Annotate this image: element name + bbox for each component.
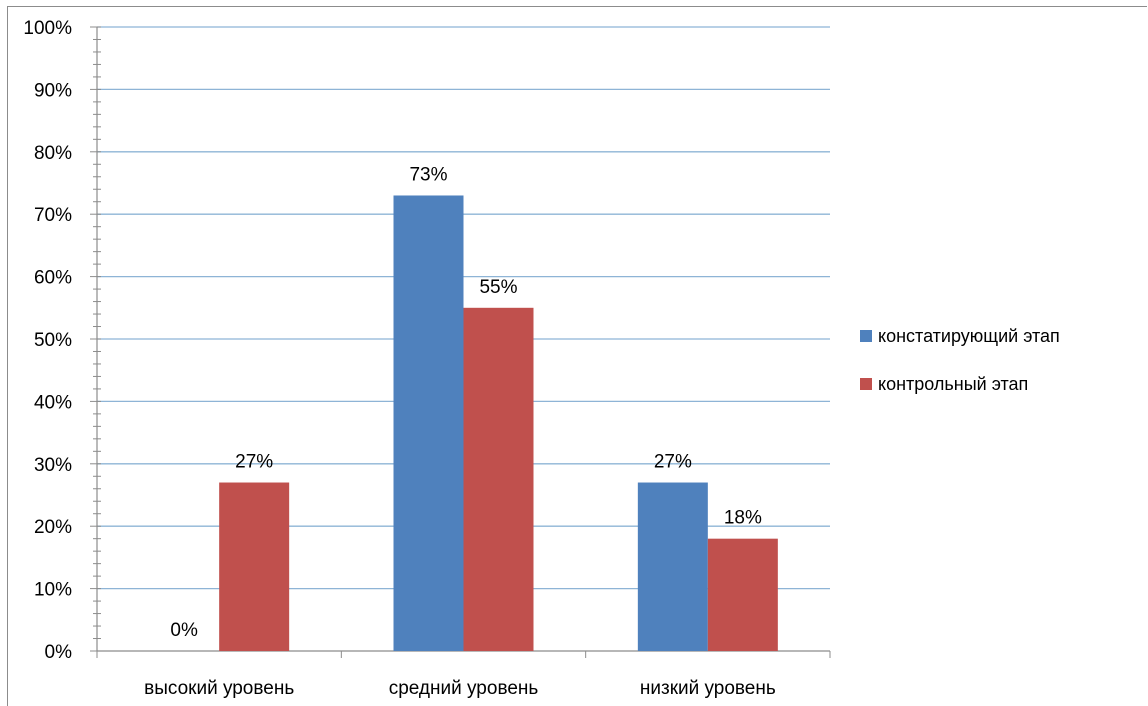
y-tick-label: 100% bbox=[23, 18, 72, 39]
y-tick-label: 80% bbox=[34, 143, 72, 164]
data-label: 73% bbox=[409, 164, 447, 185]
y-tick-label: 30% bbox=[34, 455, 72, 476]
x-category-label: высокий уровень bbox=[144, 678, 294, 699]
legend-label: контрольный этап bbox=[878, 374, 1028, 394]
data-label: 55% bbox=[479, 277, 517, 298]
bar-control-stage bbox=[707, 538, 778, 651]
data-label: 27% bbox=[235, 452, 273, 473]
y-tick-label: 50% bbox=[34, 330, 72, 351]
bar-stating-stage bbox=[637, 482, 708, 651]
y-axis: 0% 10% 20% 30% 40% 50% 60% 70% 80% 90% 100% bbox=[23, 18, 101, 663]
data-label: 27% bbox=[654, 452, 692, 473]
data-label: 18% bbox=[724, 508, 762, 529]
y-tick-label: 40% bbox=[34, 392, 72, 413]
chart-frame bbox=[7, 6, 1147, 706]
y-tick-label: 10% bbox=[34, 580, 72, 601]
y-tick-label: 90% bbox=[34, 80, 72, 101]
y-tick-label: 0% bbox=[45, 642, 73, 663]
legend-swatch bbox=[860, 378, 872, 390]
legend: констатирующий этап контрольный этап bbox=[860, 326, 1060, 394]
y-tick-label: 20% bbox=[34, 517, 72, 538]
bars bbox=[219, 195, 778, 652]
y-tick-label: 60% bbox=[34, 268, 72, 289]
legend-swatch bbox=[860, 330, 872, 342]
bar-control-stage bbox=[463, 307, 534, 651]
x-category-label: средний уровень bbox=[389, 678, 539, 699]
y-tick-label: 70% bbox=[34, 205, 72, 226]
data-labels: 0% 73% 27% 27% 55% 18% bbox=[170, 164, 762, 641]
data-label: 0% bbox=[170, 620, 198, 641]
legend-label: констатирующий этап bbox=[878, 326, 1060, 346]
bar-control-stage bbox=[219, 482, 290, 651]
x-category-label: низкий уровень bbox=[640, 678, 776, 699]
bar-stating-stage bbox=[393, 195, 464, 652]
x-axis: высокий уровень средний уровень низкий уро… bbox=[96, 650, 831, 699]
